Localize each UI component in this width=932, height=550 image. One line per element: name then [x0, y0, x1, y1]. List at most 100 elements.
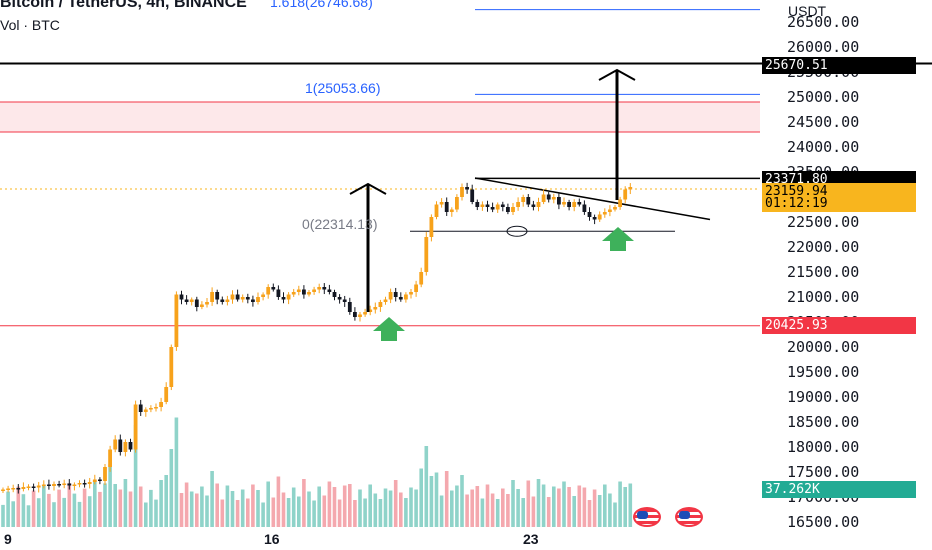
volume-bar [307, 491, 311, 527]
volume-bar [169, 449, 174, 527]
volume-bar [256, 490, 260, 527]
volume-bar [480, 498, 485, 527]
volume-bar [582, 487, 587, 527]
candle-body [47, 484, 51, 486]
candle-body [582, 204, 587, 212]
candle-body [1, 489, 5, 491]
volume-bar [501, 488, 505, 527]
volume-bar [597, 495, 602, 527]
currency-unit: USDT [788, 3, 827, 19]
volume-bar [312, 500, 316, 527]
time-tick: 23 [523, 531, 539, 547]
volume-bar [195, 493, 199, 527]
volume-bar [424, 446, 429, 527]
candle-body [342, 299, 347, 302]
green-up-arrow-icon [602, 227, 634, 251]
price-tick: 25000.00 [787, 88, 859, 106]
candle-body [526, 197, 531, 205]
volume-bar [230, 491, 235, 527]
us-flag-event-icon[interactable] [675, 507, 703, 527]
candle-body [490, 207, 495, 210]
candle-body [11, 488, 16, 490]
us-flag-event-icon[interactable] [633, 507, 661, 527]
volume-bar [103, 483, 107, 527]
candle-body [562, 202, 566, 205]
volume-bar [439, 495, 444, 527]
candle-body [179, 294, 184, 300]
volume-bar [332, 487, 337, 527]
volume-indicator-label[interactable]: Vol · BTC [0, 17, 60, 33]
volume-bar [531, 496, 536, 527]
volume-bar [87, 496, 92, 527]
fib-1-label: 1(25053.66) [305, 80, 381, 96]
candle-body [230, 294, 235, 300]
volume-bar [62, 497, 66, 527]
volume-bar [587, 500, 592, 527]
candle-body [21, 487, 26, 489]
candle-body [327, 289, 332, 292]
price-tick: 24000.00 [787, 138, 859, 156]
volume-bar [460, 475, 464, 527]
candle-body [521, 197, 526, 202]
volume-bar [552, 486, 556, 527]
support-price-tag: 20425.93 [762, 317, 916, 334]
candle-body [449, 209, 454, 212]
candle-body [296, 289, 301, 292]
volume-bar [399, 492, 403, 527]
candle-body [317, 287, 322, 290]
volume-bar [628, 483, 633, 527]
candle-body [337, 297, 342, 300]
volume-bar [240, 489, 245, 527]
volume-bar [98, 491, 102, 527]
candle-body [41, 484, 46, 486]
symbol-title[interactable]: Bitcoin / TetherUS, 4h, BINANCE [0, 0, 247, 11]
candle-body [414, 284, 418, 292]
volume-bar [378, 499, 383, 527]
candle-body [108, 449, 112, 467]
volume-bar [485, 484, 490, 527]
candle-body [419, 272, 424, 285]
candle-body [205, 302, 209, 305]
volume-bar [541, 484, 546, 527]
measured-move-arrow-2-head [598, 68, 636, 81]
volume-bar [1, 504, 5, 527]
volume-bar [251, 484, 255, 527]
volume-bar [516, 489, 520, 527]
volume-value-tag: 37.262K [762, 481, 916, 498]
candle-body [286, 294, 291, 300]
fib-1618-label: 1.618(26746.68) [270, 0, 373, 10]
price-tick: 22000.00 [787, 238, 859, 256]
volume-bar [317, 486, 321, 527]
volume-bar [261, 502, 265, 527]
candle-body [276, 289, 281, 297]
candle-body [164, 387, 169, 402]
candle-body [480, 204, 485, 207]
candle-body [113, 439, 118, 450]
candle-body [368, 309, 373, 312]
candle-body [123, 442, 128, 452]
volume-bar [57, 489, 61, 527]
fib-anchor-marker [506, 225, 528, 237]
volume-bar [450, 490, 454, 527]
green-up-arrow-icon [373, 317, 405, 341]
candle-body [16, 488, 21, 490]
candle-body [62, 483, 67, 485]
volume-bar [215, 483, 219, 527]
volume-bar [465, 494, 469, 527]
price-tick: 21000.00 [787, 288, 859, 306]
volume-bar [521, 498, 525, 527]
price-tick: 20000.00 [787, 338, 859, 356]
volume-bar [138, 486, 143, 527]
candle-body [347, 302, 352, 312]
candle-body [608, 209, 612, 212]
volume-bar [205, 495, 209, 527]
candle-body [312, 289, 316, 292]
volume-bar [603, 484, 607, 527]
price-tick: 17500.00 [787, 463, 859, 481]
candle-body [557, 197, 561, 205]
volume-bar [271, 497, 276, 527]
candle-body [455, 197, 459, 210]
candle-body [460, 187, 464, 197]
candle-body [378, 302, 383, 307]
